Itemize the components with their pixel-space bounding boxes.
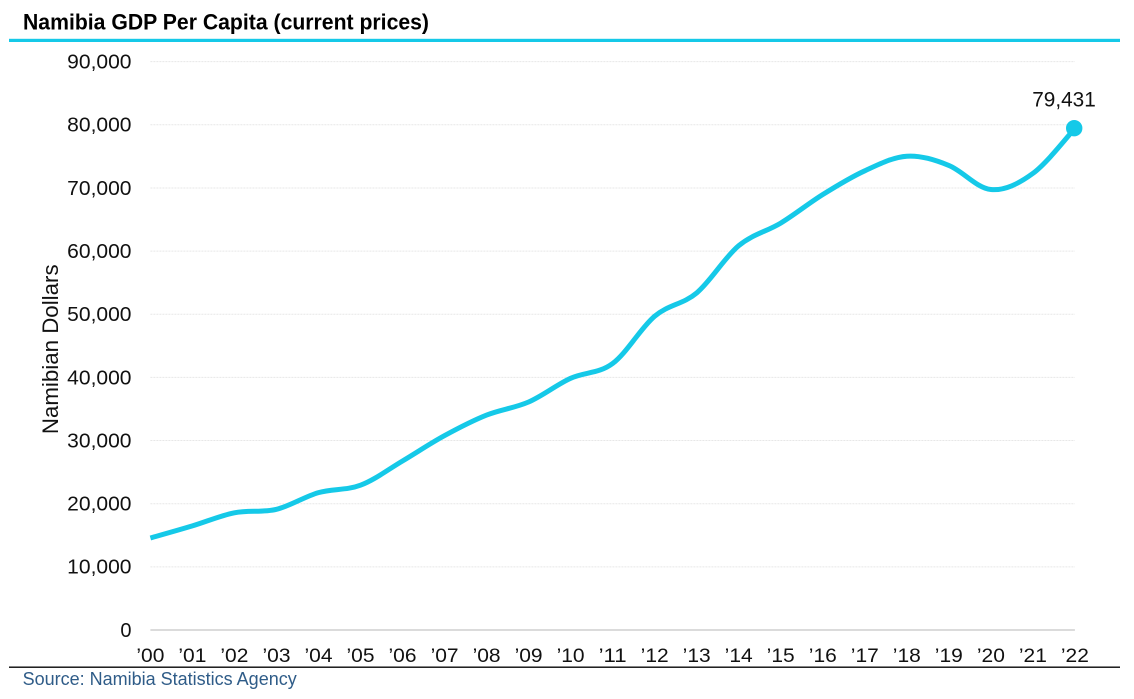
svg-text:’08: ’08 [473, 646, 501, 667]
svg-text:’12: ’12 [641, 646, 669, 667]
svg-text:10,000: 10,000 [67, 557, 131, 579]
svg-text:70,000: 70,000 [67, 178, 131, 200]
svg-text:79,431: 79,431 [1032, 88, 1096, 111]
svg-text:40,000: 40,000 [67, 367, 131, 389]
svg-text:’06: ’06 [389, 646, 417, 667]
svg-text:’05: ’05 [347, 646, 375, 667]
svg-text:Namibian Dollars: Namibian Dollars [38, 264, 63, 434]
svg-text:’16: ’16 [809, 646, 837, 667]
svg-text:60,000: 60,000 [67, 241, 131, 263]
svg-text:’09: ’09 [515, 646, 543, 667]
svg-text:’10: ’10 [557, 646, 585, 667]
svg-text:50,000: 50,000 [67, 304, 131, 326]
svg-text:’22: ’22 [1061, 646, 1089, 667]
svg-text:’19: ’19 [935, 646, 963, 667]
svg-text:’01: ’01 [178, 646, 206, 667]
svg-text:Source: Namibia Statistics Age: Source: Namibia Statistics Agency [23, 669, 297, 689]
svg-text:’20: ’20 [977, 646, 1005, 667]
svg-text:Namibia GDP Per Capita (curren: Namibia GDP Per Capita (current prices) [23, 10, 429, 35]
svg-text:’04: ’04 [305, 646, 333, 667]
svg-text:’11: ’11 [599, 646, 627, 667]
svg-text:0: 0 [120, 620, 131, 642]
svg-text:’02: ’02 [220, 646, 248, 667]
svg-text:’07: ’07 [431, 646, 459, 667]
svg-text:’18: ’18 [893, 646, 921, 667]
svg-text:’13: ’13 [683, 646, 711, 667]
svg-text:80,000: 80,000 [67, 115, 131, 137]
svg-text:’21: ’21 [1019, 646, 1047, 667]
svg-text:30,000: 30,000 [67, 430, 131, 452]
svg-text:’17: ’17 [851, 646, 879, 667]
svg-text:’15: ’15 [767, 646, 795, 667]
svg-text:’00: ’00 [136, 646, 164, 667]
svg-text:20,000: 20,000 [67, 494, 131, 516]
svg-text:90,000: 90,000 [67, 52, 131, 74]
svg-text:’14: ’14 [725, 646, 753, 667]
svg-text:’03: ’03 [263, 646, 291, 667]
